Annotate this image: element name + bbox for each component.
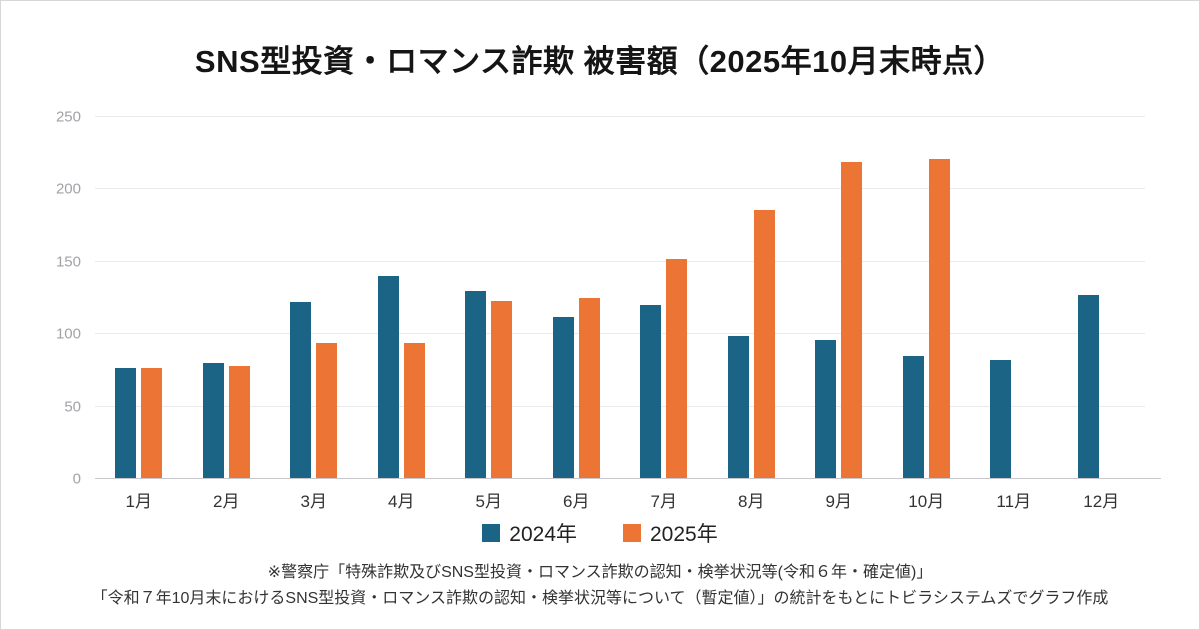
bar-group-7月 xyxy=(620,117,708,479)
bar-2024年-7月 xyxy=(640,305,662,479)
x-tick-label-12月: 12月 xyxy=(1083,492,1120,511)
bar-2025年-5月 xyxy=(491,300,513,479)
bar-2024年-9月 xyxy=(815,340,837,479)
bars-container xyxy=(95,117,1145,479)
source-note-line2: 「令和７年10月末におけるSNS型投資・ロマンス詐欺の認知・検挙状況等について（… xyxy=(91,590,1109,607)
legend-swatch-2024 xyxy=(482,524,501,542)
x-tick-label-8月: 8月 xyxy=(738,492,765,511)
x-tick-label-9月: 9月 xyxy=(825,492,852,511)
bar-2025年-10月 xyxy=(928,159,950,479)
bar-group-12月 xyxy=(1058,117,1146,479)
x-tick-label-5月: 5月 xyxy=(475,492,502,511)
bar-group-9月 xyxy=(795,117,883,479)
bar-group-2月 xyxy=(183,117,271,479)
bar-group-8月 xyxy=(708,117,796,479)
x-tick-label-4月: 4月 xyxy=(388,492,415,511)
bar-2025年-9月 xyxy=(841,161,863,479)
bar-2024年-10月 xyxy=(902,355,924,479)
bar-2024年-6月 xyxy=(552,316,574,479)
x-tick-label-2月: 2月 xyxy=(213,492,240,511)
bar-group-3月 xyxy=(270,117,358,479)
bar-group-1月 xyxy=(95,117,183,479)
x-axis-labels: 1月 2月 3月 4月 5月 6月 7月 8月 9月 10月 11月 12月 xyxy=(95,487,1145,512)
bar-2025年-3月 xyxy=(316,342,338,479)
bar-2025年-2月 xyxy=(228,366,250,479)
bar-2024年-1月 xyxy=(115,367,137,479)
bar-group-11月 xyxy=(970,117,1058,479)
bar-group-5月 xyxy=(445,117,533,479)
legend-item-2024: 2024年 xyxy=(482,518,577,548)
y-tick-label-50: 50 xyxy=(64,398,81,416)
x-tick-label-1月: 1月 xyxy=(125,492,152,511)
gridline-250 xyxy=(95,116,1145,117)
bar-group-10月 xyxy=(883,117,971,479)
bar-group-6月 xyxy=(533,117,621,479)
source-note: ※警察庁「特殊詐欺及びSNS型投資・ロマンス詐欺の認知・検挙状況等(令和６年・確… xyxy=(0,560,1200,612)
legend-label-2025: 2025年 xyxy=(650,523,718,546)
source-note-line1: ※警察庁「特殊詐欺及びSNS型投資・ロマンス詐欺の認知・検挙状況等(令和６年・確… xyxy=(267,564,933,581)
legend-item-2025: 2025年 xyxy=(623,518,718,548)
x-tick-label-11月: 11月 xyxy=(996,492,1032,511)
plot-area: 0 50 100 150 200 250 xyxy=(56,109,1161,488)
y-tick-label-100: 100 xyxy=(55,325,81,343)
legend: 2024年 2025年 xyxy=(0,518,1200,548)
bar-2024年-12月 xyxy=(1077,295,1099,479)
x-tick-label-6月: 6月 xyxy=(563,492,590,511)
bar-2025年-7月 xyxy=(666,258,688,479)
bar-group-4月 xyxy=(358,117,446,479)
bar-2024年-3月 xyxy=(290,302,312,479)
y-tick-label-250: 250 xyxy=(55,108,81,126)
bar-2025年-8月 xyxy=(753,209,775,479)
legend-swatch-2025 xyxy=(623,524,641,542)
bar-2024年-4月 xyxy=(377,276,399,479)
x-tick-label-3月: 3月 xyxy=(300,492,327,511)
bar-2024年-8月 xyxy=(727,335,749,479)
gridline-100 xyxy=(95,333,1145,335)
gridline-150 xyxy=(95,260,1145,262)
y-tick-label-150: 150 xyxy=(55,253,81,271)
gridline-50 xyxy=(95,405,1145,407)
y-tick-label-200: 200 xyxy=(55,180,81,198)
bar-2025年-4月 xyxy=(403,342,425,479)
gridline-0 xyxy=(95,478,1161,479)
bar-2024年-2月 xyxy=(202,363,224,479)
gridline-200 xyxy=(95,188,1145,190)
x-tick-label-10月: 10月 xyxy=(908,492,945,511)
chart-title: SNS型投資・ロマンス詐欺 被害額（2025年10月末時点） xyxy=(194,44,1006,79)
bar-2025年-1月 xyxy=(141,367,163,479)
legend-label-2024: 2024年 xyxy=(509,523,577,546)
bar-2024年-5月 xyxy=(465,290,487,479)
bar-2025年-6月 xyxy=(578,298,600,479)
bar-2024年-11月 xyxy=(990,360,1012,479)
y-tick-label-0: 0 xyxy=(72,470,81,488)
x-tick-label-7月: 7月 xyxy=(650,492,677,511)
